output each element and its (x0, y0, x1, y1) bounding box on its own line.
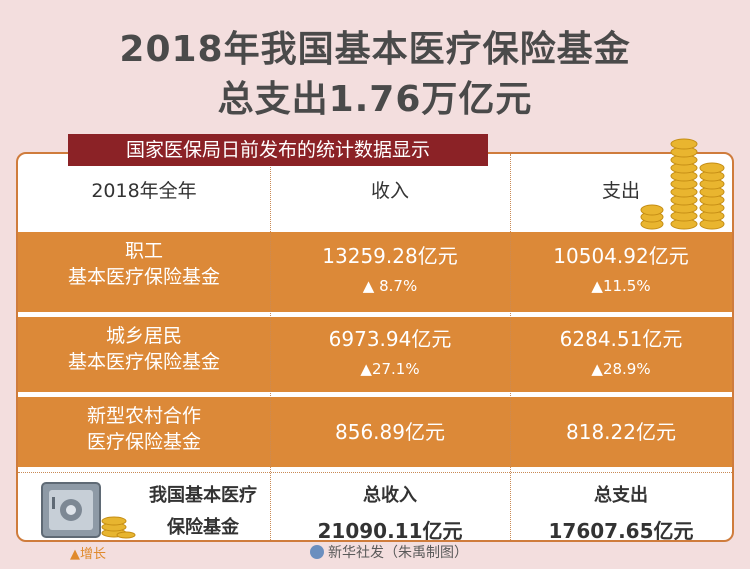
column-divider (510, 154, 511, 540)
row-expense: 818.22亿元 (566, 420, 676, 444)
safe-icon (41, 482, 136, 539)
table-row: 职工 基本医疗保险基金 13259.28亿元 ▲ 8.7% 10504.92亿元… (18, 232, 732, 312)
row-income: 13259.28亿元 ▲ 8.7% (322, 244, 458, 295)
page-title-line2: 总支出1.76万亿元 (217, 79, 533, 120)
credit-line: 新华社发（朱禹制图） (310, 542, 468, 562)
table-row: 新型农村合作 医疗保险基金 856.89亿元 818.22亿元 (18, 397, 732, 467)
row-income: 856.89亿元 (335, 420, 445, 444)
table-header-row: 2018年全年 收入 支出 (18, 154, 732, 232)
total-income: 总收入 21090.11亿元 (317, 485, 463, 542)
header-period: 2018年全年 (91, 180, 197, 202)
total-label: 我国基本医疗 保险基金 (18, 473, 270, 540)
row-expense: 10504.92亿元 ▲11.5% (553, 244, 689, 295)
coin-stack-icon (640, 138, 725, 230)
header-income: 收入 (370, 180, 409, 202)
table-row: 城乡居民 基本医疗保险基金 6973.94亿元 ▲27.1% 6284.51亿元… (18, 317, 732, 392)
row-label: 职工 基本医疗保险基金 (67, 240, 220, 288)
row-expense: 6284.51亿元 ▲28.9% (559, 327, 683, 378)
header-expense: 支出 (601, 180, 640, 202)
page-title-line1: 2018年我国基本医疗保险基金 (119, 29, 631, 70)
xinhua-logo-icon (310, 545, 324, 559)
total-expense: 总支出 17607.65亿元 (548, 485, 694, 542)
row-label: 新型农村合作 医疗保险基金 (86, 405, 201, 453)
legend-growth: ▲增长 (70, 547, 106, 562)
row-label: 城乡居民 基本医疗保险基金 (67, 325, 220, 373)
column-divider (270, 154, 271, 540)
data-table: 2018年全年 收入 支出 职工 基本医疗保险基金 13259.28亿元 ▲ 8… (16, 152, 734, 542)
subtitle-banner: 国家医保局日前发布的统计数据显示 (68, 134, 488, 166)
table-total-row: 我国基本医疗 保险基金 总收入 21090.11亿元 总支出 17607.65亿… (18, 472, 732, 542)
row-income: 6973.94亿元 ▲27.1% (328, 327, 452, 378)
